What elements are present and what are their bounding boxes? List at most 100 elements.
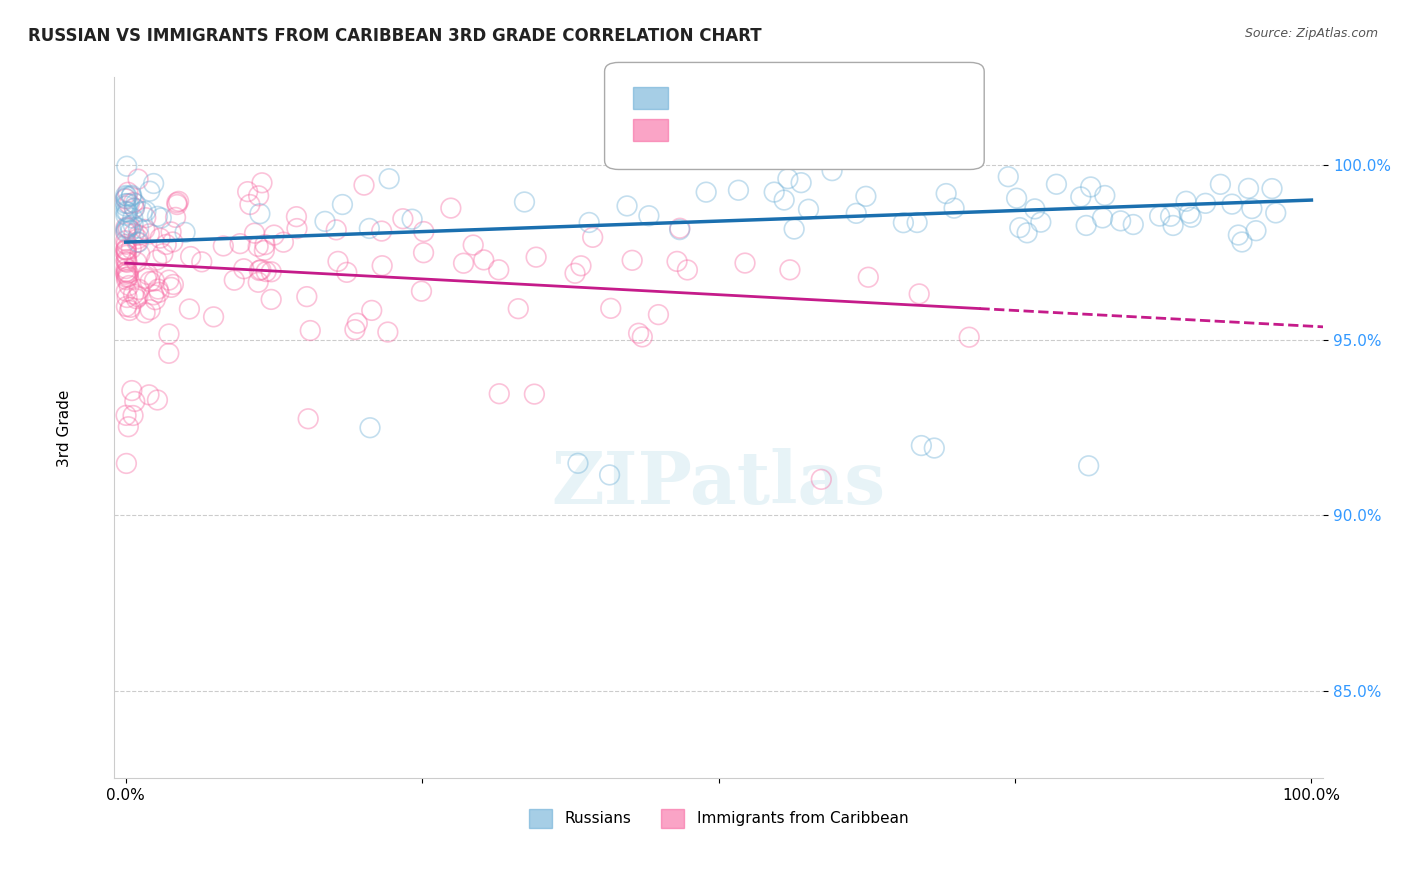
Point [127,235,149,250]
Point [118,278,141,293]
Point [115,267,138,281]
Point [627,326,650,341]
Point [146,392,169,407]
Point [114,192,136,206]
Point [124,196,146,211]
Point [508,301,530,316]
Point [243,226,266,240]
Point [143,293,166,307]
Point [115,261,138,276]
Point [127,235,149,249]
Point [1194,196,1216,211]
Point [1180,211,1202,225]
Point [115,237,138,252]
Point [1024,202,1046,216]
Point [523,387,546,401]
Point [115,254,138,268]
Point [783,222,806,236]
Point [378,171,401,186]
Point [247,188,270,202]
Point [114,196,136,211]
Point [325,223,347,237]
Point [180,250,202,264]
Point [124,202,146,216]
Point [115,255,138,269]
Point [148,285,170,300]
Point [136,268,159,282]
Point [117,220,139,235]
Point [118,219,141,233]
Point [224,273,246,287]
Point [1094,188,1116,202]
Text: R =: R = [675,124,703,138]
Point [336,265,359,279]
Point [146,282,169,296]
Text: RUSSIAN VS IMMIGRANTS FROM CARIBBEAN 3RD GRADE CORRELATION CHART: RUSSIAN VS IMMIGRANTS FROM CARIBBEAN 3RD… [28,27,762,45]
Point [346,316,368,330]
Point [599,467,621,482]
Point [115,244,138,258]
Point [392,211,415,226]
Point [114,204,136,219]
Point [314,214,336,228]
Point [149,231,172,245]
Point [120,224,142,238]
Point [157,273,180,287]
Point [135,271,157,285]
Point [253,237,276,252]
Point [115,243,138,257]
Point [236,185,259,199]
Point [582,230,605,244]
Point [122,287,145,301]
Point [797,202,820,217]
Point [1178,206,1201,220]
Point [115,222,138,236]
Point [1264,206,1286,220]
Point [260,265,283,279]
Point [360,303,382,318]
Text: -0.183: -0.183 [734,122,799,140]
Point [125,255,148,269]
Point [142,288,165,302]
Point [139,184,162,198]
Point [453,256,475,270]
Point [567,456,589,470]
Point [118,303,141,318]
Text: Source: ZipAtlas.com: Source: ZipAtlas.com [1244,27,1378,40]
Point [908,286,931,301]
Point [773,193,796,207]
Point [115,264,138,278]
Point [115,189,138,203]
Point [524,250,547,264]
Point [114,199,136,213]
Point [128,283,150,297]
Point [855,189,877,203]
Point [359,221,381,235]
Point [115,270,138,285]
Point [128,247,150,261]
Point [343,323,366,337]
Point [139,302,162,317]
Point [1237,181,1260,195]
Point [202,310,225,324]
Point [943,201,966,215]
Point [142,177,165,191]
Point [160,225,183,239]
Point [122,227,145,241]
Point [910,438,932,452]
Point [924,441,946,455]
Point [114,188,136,202]
Point [1080,180,1102,194]
Point [569,259,592,273]
Point [128,221,150,235]
Point [134,306,156,320]
Point [371,259,394,273]
Point [1008,220,1031,235]
Point [359,421,381,435]
Point [668,222,690,236]
Point [669,221,692,235]
Point [115,242,138,256]
Point [247,275,270,289]
Point [152,246,174,260]
Point [166,197,188,211]
